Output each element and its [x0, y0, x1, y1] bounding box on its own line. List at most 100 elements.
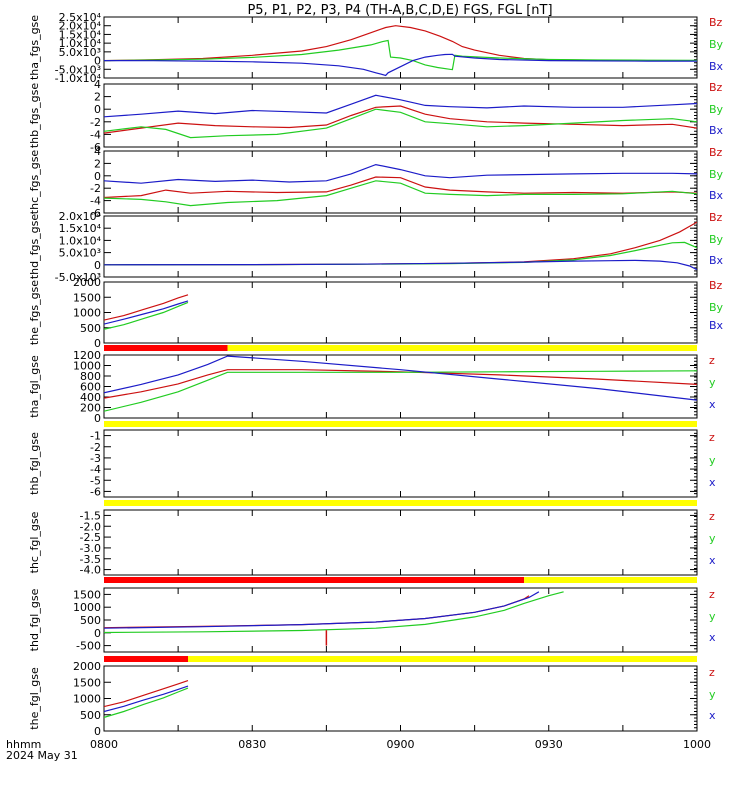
- series-line-z: [104, 369, 697, 399]
- legend-entry-z: z: [709, 354, 715, 367]
- panel-tha_fgs_gse: -1.0x10⁴-5.0x10³05.0x10³1.0x10⁴1.5x10⁴2.…: [28, 11, 724, 85]
- series-line-Bx: [104, 53, 697, 77]
- series-line-By: [104, 301, 189, 330]
- y-tick-label: 1000: [73, 601, 101, 614]
- panel-the_fgl_gse: 0 500 1000 1500 2000 the_fgl_gse zyx: [28, 656, 716, 738]
- legend-entry-Bx: Bx: [709, 189, 724, 202]
- y-tick-label: 5.0x10³: [59, 46, 101, 59]
- y-tick-label: -1.0x10⁴: [55, 72, 102, 85]
- y-axis-label: the_fgl_gse: [28, 667, 41, 730]
- series-line-Bx: [104, 163, 697, 184]
- y-tick-label: 2000: [73, 660, 101, 673]
- legend-entry-z: z: [709, 588, 715, 601]
- y-tick-label: 1200: [73, 349, 101, 362]
- legend-entry-Bz: Bz: [709, 211, 723, 224]
- y-tick-label: 1.5x10⁴: [59, 222, 102, 235]
- y-tick-label: 2000: [73, 276, 101, 289]
- legend-entry-y: y: [709, 376, 716, 389]
- legend-entry-Bx: Bx: [709, 319, 724, 332]
- panel-frame: [103, 665, 698, 732]
- y-tick-label: 2.5x10⁴: [59, 11, 102, 24]
- y-tick-label: -6: [90, 141, 101, 154]
- legend-entry-y: y: [709, 532, 716, 545]
- legend-entry-By: By: [709, 38, 724, 51]
- y-tick-label: 1000: [73, 360, 101, 373]
- flag-bar-yellow: [104, 421, 697, 427]
- y-tick-label: 1500: [73, 588, 101, 601]
- y-tick-label: -4: [90, 463, 101, 476]
- legend-entry-x: x: [709, 554, 716, 567]
- flag-bar-red: [104, 656, 189, 662]
- series-line-x: [104, 355, 697, 401]
- y-tick-label: 0: [94, 627, 101, 640]
- legend-entry-Bz: Bz: [709, 81, 723, 94]
- series-line-y: [104, 370, 697, 412]
- y-tick-label: 500: [80, 614, 101, 627]
- chart-title: P5, P1, P2, P3, P4 (TH-A,B,C,D,E) FGS, F…: [247, 3, 552, 18]
- panel-frame: [103, 281, 698, 344]
- y-tick-label: -500: [76, 640, 101, 653]
- y-axis-label: tha_fgl_gse: [28, 355, 41, 418]
- legend-entry-z: z: [709, 666, 715, 679]
- legend-entry-Bx: Bx: [709, 254, 724, 267]
- y-tick-label: 600: [80, 381, 101, 394]
- legend-entry-Bx: Bx: [709, 60, 724, 73]
- panel-thc_fgs_gse: -6-4-2024 thc_fgs_gse Bz By Bx: [28, 145, 724, 220]
- legend-entry-x: x: [709, 631, 716, 644]
- y-tick-label: -1: [90, 430, 101, 443]
- series-line-Bz: [104, 221, 697, 266]
- y-tick-label: 1500: [73, 676, 101, 689]
- y-tick-label: -2.5: [80, 531, 101, 544]
- y-tick-label: -4.0: [80, 564, 101, 577]
- legend-entry-Bz: Bz: [709, 16, 723, 29]
- x-tick-label: 0830: [238, 738, 266, 751]
- flag-bar-red: [104, 577, 525, 583]
- y-tick-label: 1000: [73, 307, 101, 320]
- y-tick-label: -3: [90, 452, 101, 465]
- y-axis-label: tha_fgs_gse: [28, 15, 41, 80]
- series-line-x: [104, 685, 189, 713]
- series-line-Bx: [104, 94, 697, 118]
- legend-entry-y: y: [709, 454, 716, 467]
- series-line-Bz: [104, 105, 697, 134]
- flag-bar-yellow: [524, 577, 697, 583]
- y-axis-label: thd_fgl_gse: [28, 588, 41, 651]
- y-tick-label: 0: [94, 170, 101, 183]
- y-tick-label: 2.0x10⁴: [59, 20, 102, 33]
- y-axis-label: thc_fgl_gse: [28, 511, 41, 573]
- y-axis-label: thc_fgs_gse: [28, 150, 41, 215]
- y-tick-label: -6: [90, 207, 101, 220]
- legend-entry-By: By: [709, 103, 724, 116]
- y-tick-label: 1.0x10⁴: [59, 37, 102, 50]
- legend-entry-x: x: [709, 709, 716, 722]
- y-tick-label: 800: [80, 370, 101, 383]
- y-tick-label: 5.0x10³: [59, 247, 101, 260]
- y-tick-label: -5.0x10³: [55, 271, 101, 284]
- series-line-y: [104, 591, 564, 634]
- legend-entry-Bz: Bz: [709, 146, 723, 159]
- y-tick-label: -5: [90, 474, 101, 487]
- series-line-x: [104, 591, 540, 629]
- x-tick-label: 0930: [535, 738, 563, 751]
- footer-label-date: 2024 May 31: [6, 749, 78, 762]
- y-tick-label: 1.5x10⁴: [59, 28, 102, 41]
- y-tick-label: -1.5: [80, 509, 101, 522]
- y-tick-label: 200: [80, 402, 101, 415]
- y-axis-label: the_fgs_gse: [28, 280, 41, 345]
- x-tick-label: 0800: [90, 738, 118, 751]
- x-tick-label: 0900: [387, 738, 415, 751]
- y-tick-label: 2.0x10⁴: [59, 210, 102, 223]
- legend-entry-By: By: [709, 233, 724, 246]
- panel-the_fgs_gse: 0 500 1000 1500 2000 the_fgs_gse Bz By Bx: [28, 276, 724, 350]
- y-tick-label: -4: [90, 195, 101, 208]
- y-tick-label: 0: [94, 412, 101, 425]
- y-tick-label: 2: [94, 91, 101, 104]
- series-line-Bz: [104, 25, 697, 62]
- legend-entry-By: By: [709, 301, 724, 314]
- legend-entry-z: z: [709, 510, 715, 523]
- y-tick-label: 0: [94, 259, 101, 272]
- y-tick-label: 0: [94, 55, 101, 68]
- legend-entry-Bx: Bx: [709, 124, 724, 137]
